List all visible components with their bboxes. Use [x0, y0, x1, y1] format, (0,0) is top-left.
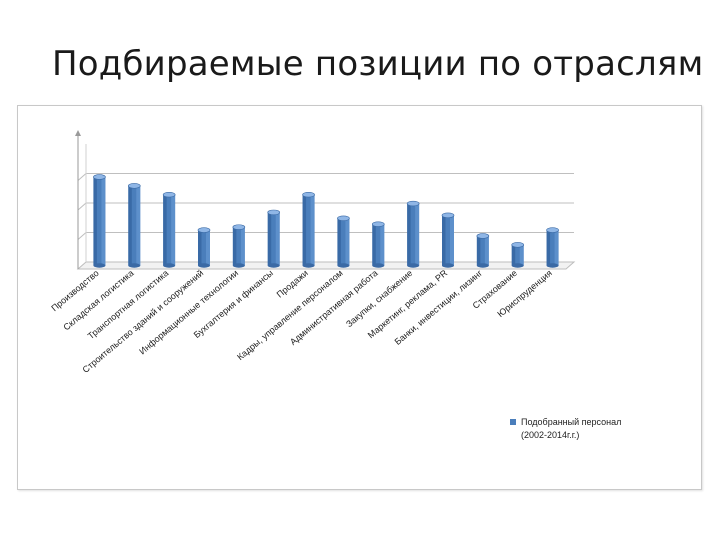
bar-bottom — [128, 263, 141, 268]
bar-bottom — [407, 263, 420, 268]
bar-bottom — [163, 263, 176, 268]
chart-floor — [76, 261, 576, 270]
bar-highlight — [519, 244, 524, 266]
bar-top — [511, 242, 525, 248]
bar-shade — [511, 244, 516, 266]
bar-top — [127, 183, 141, 189]
bar-top — [232, 224, 246, 230]
bar-bottom — [267, 263, 280, 268]
gridline-side — [77, 173, 87, 181]
bar-bottom — [198, 263, 210, 268]
bar-shade — [163, 194, 167, 266]
gridline-side — [77, 232, 87, 240]
bar-top — [441, 212, 455, 219]
slide-title: Подбираемые позиции по отраслям — [52, 44, 704, 84]
bar-highlight — [484, 236, 489, 266]
bar-shade — [232, 227, 237, 266]
legend-swatch — [510, 419, 516, 425]
y-axis-arrow — [75, 130, 81, 136]
chart-frame: Производство Складская логистика Транспорт… — [17, 105, 702, 490]
bar-highlight — [554, 230, 559, 266]
bar-highlight — [415, 203, 420, 266]
bar-highlight — [206, 230, 210, 266]
bar-shade — [198, 230, 202, 266]
bar-top — [476, 233, 490, 239]
bar-top — [546, 227, 559, 233]
bar-shade — [442, 215, 446, 266]
legend-label-line: Подобранный персонал — [521, 417, 621, 427]
bar-bottom — [93, 263, 106, 268]
bar-bottom — [546, 263, 559, 268]
bar-shade — [267, 212, 272, 266]
bar-highlight — [380, 224, 385, 266]
bar-bottom — [476, 263, 489, 268]
bar-highlight — [136, 185, 141, 266]
bar-highlight — [101, 177, 106, 266]
bar-shade — [476, 236, 481, 266]
bar-top — [302, 191, 315, 198]
bar-highlight — [345, 218, 350, 266]
bar-highlight — [240, 227, 245, 266]
bar-top — [337, 215, 350, 222]
bar-top — [162, 191, 176, 198]
bar-highlight — [275, 212, 280, 266]
bar-bottom — [232, 263, 245, 268]
bar-bottom — [442, 263, 454, 268]
bar-highlight — [450, 215, 454, 266]
legend-label: Подобранный персонал (2002-2014г.г.) — [521, 417, 621, 440]
bar-bottom — [372, 263, 385, 268]
bar-shade — [546, 230, 551, 266]
bar-top — [406, 200, 420, 207]
bar-shade — [128, 185, 132, 266]
bar-top — [197, 227, 211, 233]
bar-shade — [407, 203, 411, 266]
bar-bottom — [337, 263, 350, 268]
gridline-side — [77, 202, 87, 211]
bar-shade — [93, 177, 97, 266]
bar-top — [267, 209, 281, 216]
bar-bottom — [302, 263, 315, 268]
bar-shade — [372, 224, 376, 266]
bar-highlight — [171, 194, 176, 266]
bar-highlight — [310, 194, 315, 266]
bar-shade — [337, 218, 341, 266]
legend-label-line: (2002-2014г.г.) — [521, 430, 579, 440]
bar-bottom — [511, 263, 524, 268]
bar-shade — [302, 194, 307, 266]
bar-top — [371, 221, 385, 227]
bar-top — [93, 174, 106, 180]
